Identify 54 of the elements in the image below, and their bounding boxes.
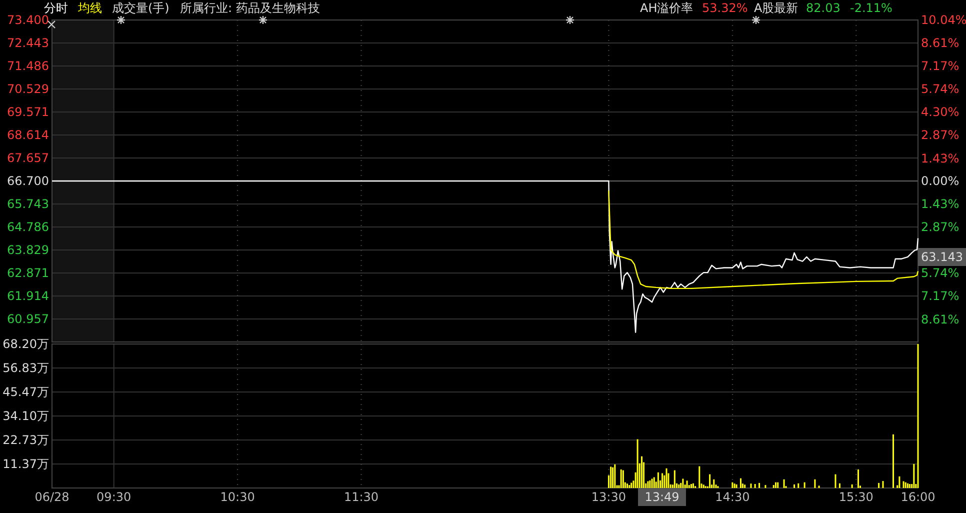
y2-tick-label: 1.43% — [921, 151, 960, 166]
y-tick-label: 56.83万 — [2, 361, 49, 376]
y-tick-label: 73.400 — [7, 13, 49, 28]
y2-tick-label: 10.04% — [921, 13, 966, 28]
y-tick-label: 65.743 — [7, 197, 49, 212]
y2-tick-label: 2.87% — [921, 220, 960, 234]
y-tick-label: 68.20万 — [2, 337, 49, 352]
y-tick-label: 69.571 — [7, 105, 49, 120]
x-tick-label: 16:00 — [900, 490, 936, 504]
y-tick-label: 68.614 — [7, 128, 49, 142]
line-series — [51, 180, 919, 333]
chart-title: 成交量(手) — [112, 1, 170, 15]
text: -2.11% — [850, 1, 892, 15]
line-series — [608, 190, 919, 290]
text: 63.143 — [921, 250, 963, 264]
x-tick-label: 14:30 — [715, 490, 750, 504]
x-tick-label: 15:30 — [838, 490, 874, 504]
y2-tick-label: 8.61% — [921, 312, 960, 326]
y-tick-label: 11.37万 — [2, 457, 49, 472]
text: 13:49 — [644, 490, 680, 504]
y-tick-label: 22.73万 — [2, 433, 49, 448]
y-tick-label: 45.47万 — [2, 385, 49, 400]
y-tick-label: 66.700 — [7, 174, 49, 188]
y-tick-label: 60.957 — [7, 312, 49, 326]
y-tick-label: 72.443 — [7, 36, 49, 50]
y2-tick-label: 0.00% — [921, 174, 960, 188]
x-tick-label: 09:30 — [96, 490, 132, 504]
y-tick-label: 70.529 — [7, 82, 49, 96]
y2-tick-label: 4.30% — [921, 105, 960, 120]
y2-tick-label: 5.74% — [921, 82, 960, 96]
y2-tick-label: 7.17% — [921, 59, 960, 74]
x-tick-label: 10:30 — [220, 490, 255, 504]
y2-tick-label: 8.61% — [921, 36, 960, 50]
y2-tick-label: 2.87% — [921, 128, 960, 142]
x-tick-label: 13:30 — [591, 490, 626, 504]
x-tick-label: 06/28 — [34, 490, 70, 504]
y-tick-label: 34.10万 — [2, 409, 49, 424]
text: 53.32% — [702, 1, 748, 15]
y-tick-label: 67.657 — [7, 151, 49, 166]
text: 均线 — [77, 1, 102, 15]
text: 82.03 — [806, 1, 840, 15]
chart-subtitle: 所属行业: 药品及生物科技 — [180, 1, 320, 15]
y-tick-label: 63.829 — [7, 243, 49, 258]
y-tick-label: 61.914 — [7, 289, 49, 304]
y-tick-label: 71.486 — [7, 59, 49, 74]
y-tick-label: 62.871 — [7, 266, 49, 280]
y-tick-label: 64.786 — [7, 220, 49, 234]
y2-tick-label: 1.43% — [921, 197, 960, 212]
text: 分时 — [44, 1, 68, 15]
x-tick-label: 11:30 — [344, 490, 379, 504]
text: AH溢价率 — [640, 1, 694, 15]
text: A股最新 — [754, 1, 798, 15]
y2-tick-label: 7.17% — [921, 289, 960, 304]
y2-tick-label: 5.74% — [921, 266, 960, 280]
